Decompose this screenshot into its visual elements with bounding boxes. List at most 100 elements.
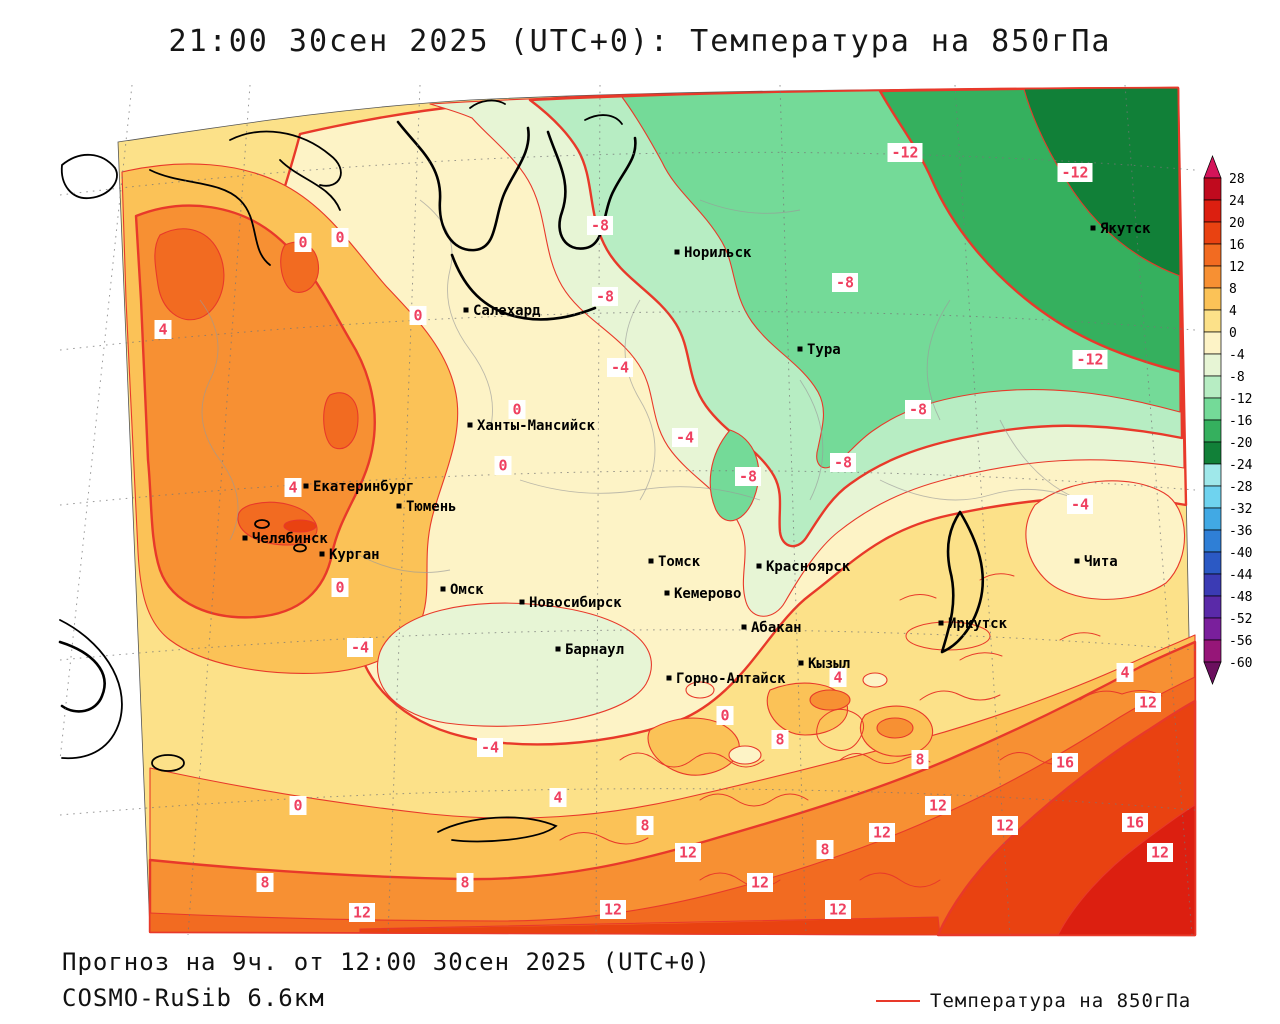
contour-label-box [349,903,375,922]
contour-label-text: 12 [1139,694,1157,712]
city-label: Барнаул [565,642,624,658]
city-marker [440,586,446,592]
temp-band-region [1057,804,1196,936]
city-marker [674,249,680,255]
colorbar-band [1203,243,1222,267]
colorbar-tick-label: -12 [1229,392,1252,407]
contour-label-box [1147,843,1173,862]
colorbar-band [1203,551,1222,575]
city-label: Иркутск [948,616,1008,632]
colorbar-tick-label: -48 [1229,590,1252,605]
contour-label-box [477,738,503,757]
city-marker [664,590,670,596]
contour-label-box [154,320,172,339]
contour-label-text: -4 [611,359,629,377]
city-marker [1090,225,1096,231]
contour-label-box [1052,753,1078,772]
contour-label-box [992,816,1018,835]
temp-band-region [862,672,888,688]
contour-label-box [508,400,526,419]
contour-lines [559,573,1163,888]
city-marker [938,620,944,626]
city-label: Тюмень [406,499,457,515]
contour-label-box [331,228,349,247]
contour-label-box [925,796,951,815]
contour-label-box [1122,813,1148,832]
contour-label-text: 0 [498,457,507,475]
contour-label-text: 16 [1056,754,1074,772]
city-marker [555,646,561,652]
colorbar-tick-label: -32 [1229,502,1252,517]
colorbar-tick-label: -20 [1229,436,1252,451]
colorbar-band [1203,617,1222,641]
contour-label-box [549,788,567,807]
city-marker [648,558,654,564]
contour-label-text: 4 [288,479,297,497]
contour-label-box [832,273,858,292]
contour-label-text: -4 [676,429,694,447]
colorbar-band [1203,265,1222,289]
temp-band-region [809,689,851,711]
colorbar-tick-label: 8 [1229,282,1237,297]
city-label: Екатеринбург [313,479,414,495]
contour-label-text: -8 [739,468,757,486]
contour-label-box [675,843,701,862]
colorbar-band [1203,397,1222,421]
colorbar-band [1203,287,1222,311]
city-marker [303,483,309,489]
region-borders [199,199,1091,573]
colorbar-band [1203,419,1222,443]
colorbar-tick-label: -56 [1229,634,1252,649]
contour-label-box [456,873,474,892]
contour-label-text: 0 [720,707,729,725]
colorbar-tick-label: -8 [1229,370,1245,385]
contour-label-text: 8 [775,731,784,749]
temperature-colorbar: 28 24 20 16 12 8 4 0 -4 -8 -12 -16 -20 -24 -28 -32 -36 -4… [1203,155,1253,685]
colorbar-band [1203,485,1222,509]
colorbar-arrow-top [1203,155,1222,179]
colorbar-band [1203,463,1222,487]
contour-label-box [494,456,512,475]
contour-label-box [1067,495,1093,514]
city-label: Новосибирск [529,595,622,611]
colorbar-band [1203,639,1222,663]
forecast-info-text: Прогноз на 9ч. от 12:00 30сен 2025 (UTC+… [62,948,711,976]
colorbar-tick-label: -36 [1229,524,1252,539]
city-marker [666,675,672,681]
contour-label-text: -8 [596,288,614,306]
city-label: Тура [807,342,841,358]
contour-label-box [771,730,789,749]
contour-label-text: 8 [640,817,649,835]
city-marker [756,563,762,569]
contour-label-text: 0 [413,307,422,325]
city-label: Томск [658,554,701,570]
colorbar-band [1203,199,1222,223]
contour-label-box [331,578,349,597]
city-label: Омск [450,582,484,598]
city-marker [519,599,525,605]
colorbar-tick-label: -28 [1229,480,1252,495]
city-label: Абакан [751,620,802,636]
contour-labels: -12 -12 -12 -8 -8 -8 -8 -8 -8 -4 -4 -4 -4 -4 0 0 0 0 0 0 0 0 4… [154,143,1173,922]
colorbar-tick-label: 0 [1229,326,1237,341]
contour-label-text: -8 [834,454,852,472]
city-marker [797,346,803,352]
contour-label-text: -4 [1071,496,1089,514]
contour-label-text: 12 [996,817,1014,835]
contour-label-box [887,143,923,162]
city-label: Салехард [473,303,541,319]
colorbar-tick-label: 16 [1229,238,1245,253]
colorbar-tick-label: 24 [1229,194,1245,209]
graticule-lines [59,84,1196,936]
contour-label-text: 0 [335,229,344,247]
contour-label-text: 8 [260,874,269,892]
city-marker [1074,558,1080,564]
colorbar-band [1203,221,1222,245]
temp-band-region [1025,480,1186,600]
temp-band-region [685,681,715,699]
contour-label-box [747,873,773,892]
temp-band-region [876,717,914,739]
city-marker [396,503,402,509]
contour-label-text: 12 [604,901,622,919]
